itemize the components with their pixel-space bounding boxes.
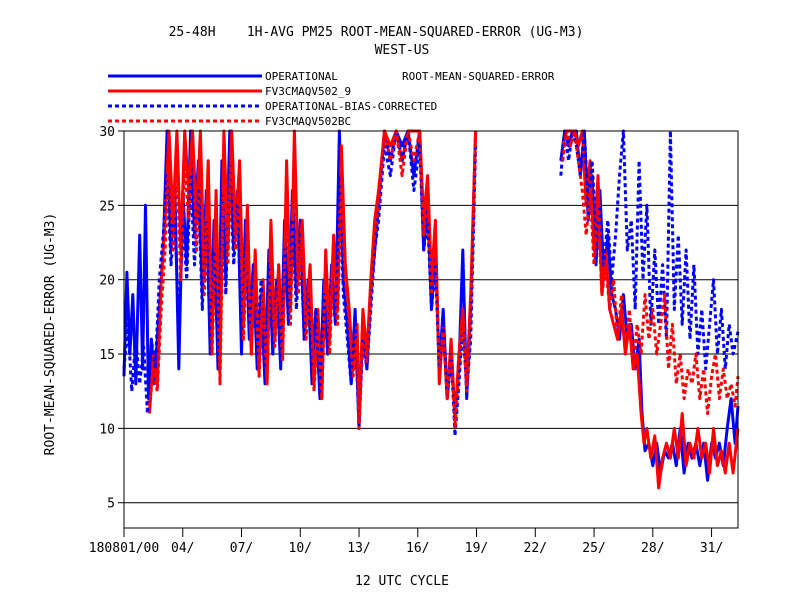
legend-label-fv3cmaqv502bc: FV3CMAQV502BC: [265, 115, 351, 128]
x-tick-label: 19/: [465, 541, 488, 556]
legend-label-operational-bias-corrected: OPERATIONAL-BIAS-CORRECTED: [265, 100, 437, 113]
series-line-operational-bias-corrected: [122, 129, 478, 438]
y-tick-label: 20: [99, 274, 115, 289]
x-tick-label: 13/: [347, 541, 370, 556]
legend: OPERATIONAL ROOT-MEAN-SQUARED-ERROR FV3C…: [108, 70, 555, 128]
legend-label-operational: OPERATIONAL: [265, 70, 338, 83]
legend-heading: ROOT-MEAN-SQUARED-ERROR: [402, 70, 555, 83]
x-tick-label: 22/: [524, 541, 547, 556]
x-tick-label: 180801/00: [89, 541, 159, 556]
chart-title: 25-48H 1H-AVG PM25 ROOT-MEAN-SQUARED-ERR…: [169, 25, 584, 40]
y-tick-label: 30: [99, 125, 115, 140]
series-layer: [122, 129, 740, 490]
series-line-operational-bias-corrected: [559, 129, 740, 371]
chart-subtitle: WEST-US: [375, 43, 430, 58]
plot-frame: [123, 130, 739, 529]
axes: 5 10 15 20 25 30 180801/00 04/07/10/13/16/19/22…: [89, 125, 739, 556]
y-tick-label: 5: [107, 497, 115, 512]
x-tick-label: 04/: [171, 541, 194, 556]
y-axis-label: ROOT-MEAN-SQUARED-ERROR (UG-M3): [43, 213, 58, 456]
legend-label-fv3cmaqv502-9: FV3CMAQV502_9: [265, 85, 351, 98]
x-tick-label: 16/: [406, 541, 429, 556]
series-line-fv3cmaqv502bc: [148, 129, 478, 430]
y-tick-label: 15: [99, 348, 115, 363]
x-tick-label: 25/: [582, 541, 605, 556]
x-tick-label: 31/: [700, 541, 723, 556]
x-tick-label: 28/: [641, 541, 664, 556]
series-line-fv3cmaqv502bc: [561, 129, 740, 415]
x-axis-label: 12 UTC CYCLE: [355, 574, 449, 589]
x-tick-label: 07/: [230, 541, 253, 556]
x-tick-label: 10/: [289, 541, 312, 556]
y-tick-label: 10: [99, 422, 115, 437]
y-tick-label: 25: [99, 199, 115, 214]
